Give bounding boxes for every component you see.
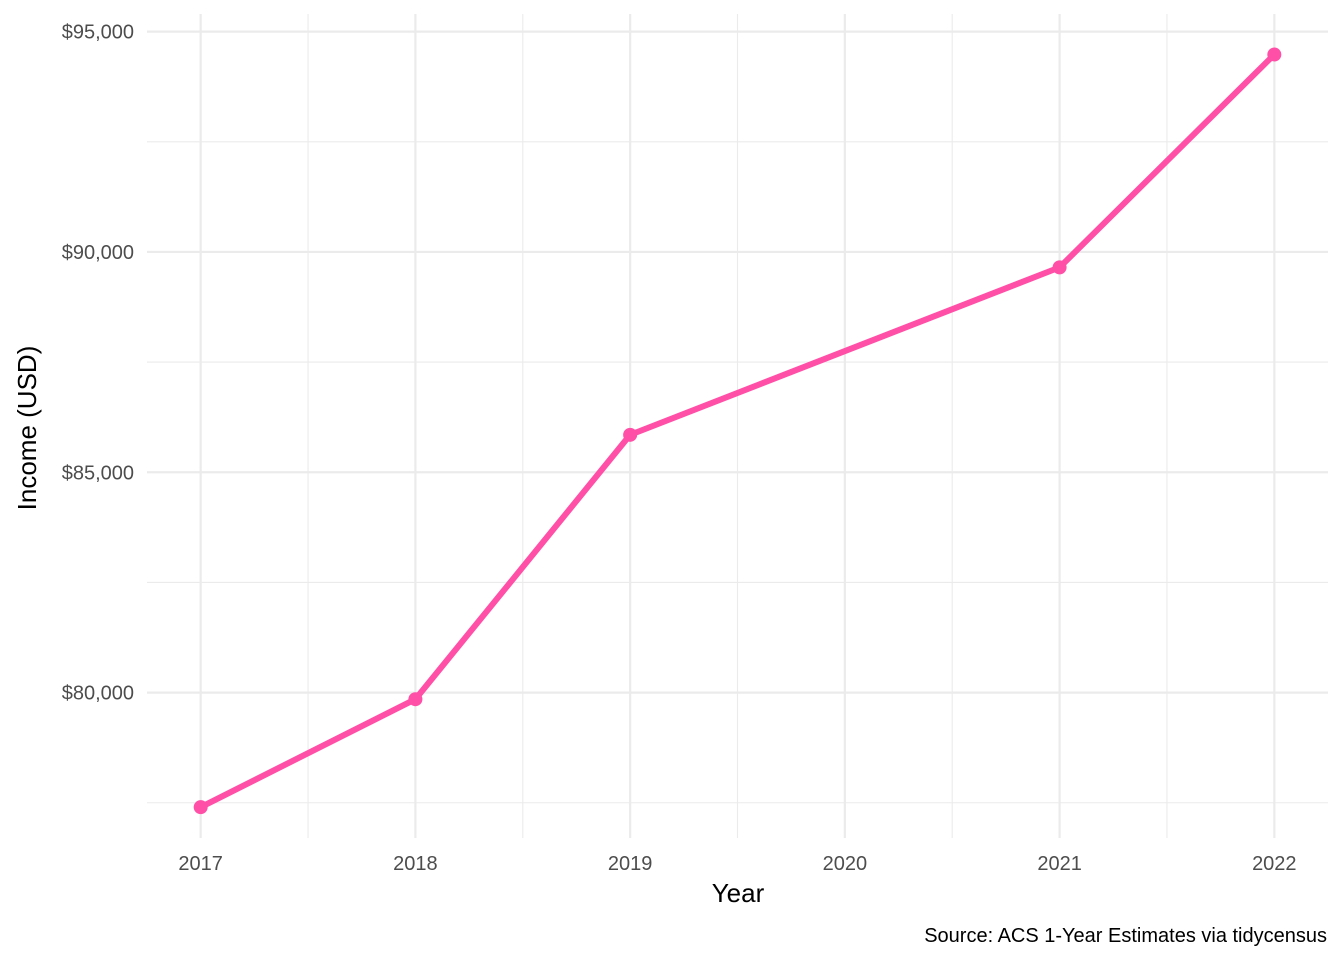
x-tick-label: 2020 xyxy=(823,853,868,875)
grid xyxy=(147,14,1328,838)
series-layer xyxy=(193,47,1282,815)
data-point xyxy=(623,427,638,442)
y-tick-label: $85,000 xyxy=(62,462,134,484)
y-axis-title: Income (USD) xyxy=(12,346,42,511)
x-tick-label: 2019 xyxy=(608,853,653,875)
x-tick-label: 2017 xyxy=(178,853,223,875)
x-tick-label: 2021 xyxy=(1037,853,1082,875)
y-axis-tick-labels: $80,000 $85,000 $90,000 $95,000 xyxy=(62,22,134,705)
y-tick-label: $80,000 xyxy=(62,683,134,705)
y-tick-label: $95,000 xyxy=(62,22,134,44)
y-tick-label: $90,000 xyxy=(62,242,134,264)
data-point xyxy=(408,692,423,707)
chart-caption: Source: ACS 1-Year Estimates via tidycen… xyxy=(924,925,1327,947)
x-tick-label: 2022 xyxy=(1252,853,1297,875)
x-tick-label: 2018 xyxy=(393,853,438,875)
data-point xyxy=(1267,47,1282,62)
x-axis-tick-labels: 2017 2018 2019 2020 2021 2022 xyxy=(178,853,1296,875)
data-point xyxy=(1052,260,1067,275)
x-axis-title: Year xyxy=(712,878,765,908)
data-point xyxy=(193,800,208,815)
